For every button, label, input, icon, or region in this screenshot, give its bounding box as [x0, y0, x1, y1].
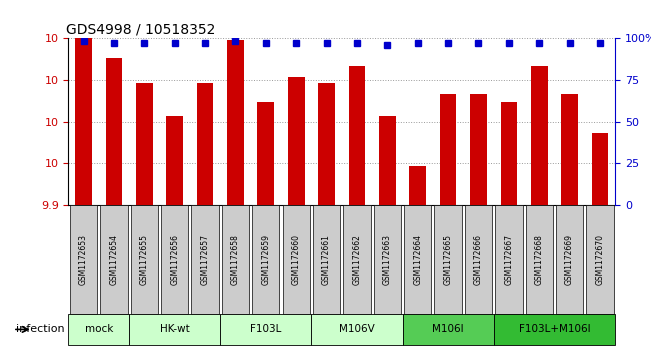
Text: infection: infection [16, 325, 65, 334]
Bar [495, 205, 523, 314]
Bar [311, 314, 402, 345]
Bar [191, 205, 219, 314]
Bar [129, 314, 220, 345]
Bar [465, 205, 492, 314]
Bar [70, 205, 97, 314]
Bar [227, 40, 243, 205]
Text: GSM1172659: GSM1172659 [261, 234, 270, 285]
Bar [501, 102, 517, 205]
Bar [105, 58, 122, 205]
Bar [592, 133, 608, 205]
Bar [220, 314, 311, 345]
Bar [197, 83, 214, 205]
Text: F103L+M106I: F103L+M106I [519, 325, 590, 334]
Bar [288, 77, 305, 205]
Bar [348, 66, 365, 205]
Text: GSM1172665: GSM1172665 [443, 234, 452, 285]
Bar [493, 314, 615, 345]
Text: GSM1172670: GSM1172670 [596, 234, 605, 285]
Bar [404, 205, 432, 314]
Bar [76, 38, 92, 205]
Text: GSM1172664: GSM1172664 [413, 234, 422, 285]
Bar [166, 116, 183, 205]
Bar [318, 83, 335, 205]
Text: M106I: M106I [432, 325, 464, 334]
Text: HK-wt: HK-wt [159, 325, 189, 334]
Text: GSM1172669: GSM1172669 [565, 234, 574, 285]
Bar [100, 205, 128, 314]
Bar [470, 94, 487, 205]
Bar [556, 205, 583, 314]
Text: GSM1172653: GSM1172653 [79, 234, 88, 285]
Bar [402, 314, 493, 345]
Bar [561, 94, 578, 205]
Bar [313, 205, 340, 314]
Bar [257, 102, 274, 205]
Text: GSM1172663: GSM1172663 [383, 234, 392, 285]
Bar [439, 94, 456, 205]
Text: GSM1172662: GSM1172662 [352, 234, 361, 285]
Text: GSM1172660: GSM1172660 [292, 234, 301, 285]
Text: GSM1172658: GSM1172658 [231, 234, 240, 285]
Bar [222, 205, 249, 314]
Bar [525, 205, 553, 314]
Text: GSM1172656: GSM1172656 [170, 234, 179, 285]
Bar [343, 205, 370, 314]
Text: GSM1172666: GSM1172666 [474, 234, 483, 285]
Bar [161, 205, 188, 314]
Text: GSM1172655: GSM1172655 [140, 234, 149, 285]
Bar [374, 205, 401, 314]
Bar [409, 166, 426, 205]
Bar [587, 205, 614, 314]
Text: GSM1172661: GSM1172661 [322, 234, 331, 285]
Text: GSM1172654: GSM1172654 [109, 234, 118, 285]
Text: mock: mock [85, 325, 113, 334]
Bar [136, 83, 152, 205]
Bar [283, 205, 310, 314]
Bar [531, 66, 547, 205]
Text: M106V: M106V [339, 325, 375, 334]
Bar [379, 116, 396, 205]
Text: GDS4998 / 10518352: GDS4998 / 10518352 [66, 23, 215, 37]
Text: F103L: F103L [250, 325, 281, 334]
Bar [252, 205, 279, 314]
Bar [434, 205, 462, 314]
Text: GSM1172667: GSM1172667 [505, 234, 514, 285]
Text: GSM1172668: GSM1172668 [534, 234, 544, 285]
Bar [68, 314, 129, 345]
Bar [131, 205, 158, 314]
Text: GSM1172657: GSM1172657 [201, 234, 210, 285]
